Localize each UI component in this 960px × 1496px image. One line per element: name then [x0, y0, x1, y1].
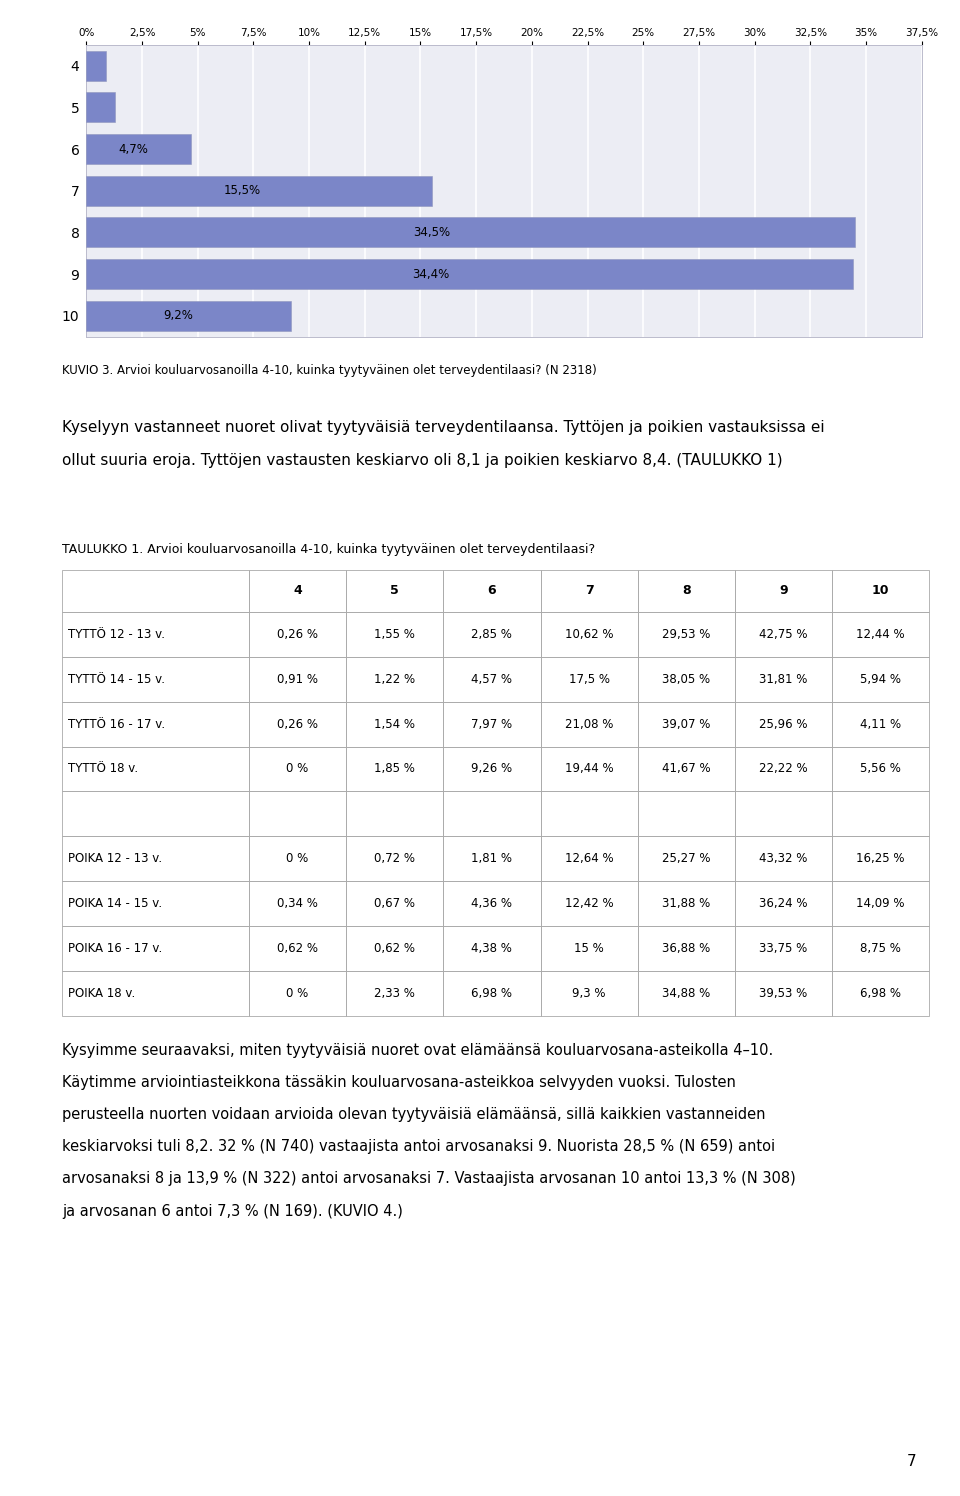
Bar [86, 217, 854, 247]
Text: TYTTÖ 18 v.: TYTTÖ 18 v. [68, 763, 138, 775]
Text: keskiarvoksi tuli 8,2. 32 % (N 740) vastaajista antoi arvosanaksi 9. Nuorista 28: keskiarvoksi tuli 8,2. 32 % (N 740) vast… [62, 1140, 776, 1155]
Text: 0 %: 0 % [286, 987, 309, 999]
Text: 2,85 %: 2,85 % [471, 628, 513, 640]
Text: 34,88 %: 34,88 % [662, 987, 710, 999]
Text: 0,34 %: 0,34 % [277, 898, 318, 910]
Text: Kyselyyn vastanneet nuoret olivat tyytyväisiä terveydentilaansa. Tyttöjen ja poi: Kyselyyn vastanneet nuoret olivat tyytyv… [62, 420, 825, 435]
Text: 21,08 %: 21,08 % [564, 718, 613, 730]
Text: 1,81 %: 1,81 % [471, 853, 513, 865]
Text: 9: 9 [780, 585, 788, 597]
Text: 38,05 %: 38,05 % [662, 673, 710, 685]
Text: 0 %: 0 % [286, 763, 309, 775]
Text: 7: 7 [585, 585, 593, 597]
Text: 5,94 %: 5,94 % [860, 673, 901, 685]
Text: 43,32 %: 43,32 % [759, 853, 807, 865]
Text: 36,88 %: 36,88 % [662, 942, 710, 954]
Bar [86, 135, 191, 165]
Text: 5: 5 [391, 585, 399, 597]
Text: 31,88 %: 31,88 % [662, 898, 710, 910]
Text: Kysyimme seuraavaksi, miten tyytyväisiä nuoret ovat elämäänsä kouluarvosana-aste: Kysyimme seuraavaksi, miten tyytyväisiä … [62, 1043, 774, 1058]
Text: 2,33 %: 2,33 % [374, 987, 415, 999]
Text: TAULUKKO 1. Arvioi kouluarvosanoilla 4-10, kuinka tyytyväinen olet terveydentila: TAULUKKO 1. Arvioi kouluarvosanoilla 4-1… [62, 543, 595, 557]
Text: TYTTÖ 14 - 15 v.: TYTTÖ 14 - 15 v. [68, 673, 165, 685]
Text: 12,42 %: 12,42 % [564, 898, 613, 910]
Bar [86, 259, 852, 289]
Text: 16,25 %: 16,25 % [856, 853, 905, 865]
Text: 8: 8 [682, 585, 690, 597]
Text: 0,62 %: 0,62 % [374, 942, 416, 954]
Text: 12,64 %: 12,64 % [564, 853, 613, 865]
Text: ja arvosanan 6 antoi 7,3 % (N 169). (KUVIO 4.): ja arvosanan 6 antoi 7,3 % (N 169). (KUV… [62, 1204, 403, 1219]
Text: 19,44 %: 19,44 % [564, 763, 613, 775]
Text: 4,57 %: 4,57 % [471, 673, 513, 685]
Text: TYTTÖ 16 - 17 v.: TYTTÖ 16 - 17 v. [68, 718, 165, 730]
Text: 33,75 %: 33,75 % [759, 942, 807, 954]
Text: 1,22 %: 1,22 % [374, 673, 416, 685]
Text: 39,07 %: 39,07 % [662, 718, 710, 730]
Text: 8,75 %: 8,75 % [860, 942, 901, 954]
Text: 17,5 %: 17,5 % [568, 673, 610, 685]
Text: 15 %: 15 % [574, 942, 604, 954]
Text: arvosanaksi 8 ja 13,9 % (N 322) antoi arvosanaksi 7. Vastaajista arvosanan 10 an: arvosanaksi 8 ja 13,9 % (N 322) antoi ar… [62, 1171, 796, 1186]
Bar [86, 51, 107, 81]
Text: 34,4%: 34,4% [413, 268, 450, 281]
Text: 14,09 %: 14,09 % [856, 898, 905, 910]
Text: 4,38 %: 4,38 % [471, 942, 513, 954]
Text: 34,5%: 34,5% [414, 226, 451, 239]
Text: POIKA 14 - 15 v.: POIKA 14 - 15 v. [68, 898, 162, 910]
Text: 25,96 %: 25,96 % [759, 718, 807, 730]
Text: 0 %: 0 % [286, 853, 309, 865]
Text: 1,54 %: 1,54 % [374, 718, 416, 730]
Text: 25,27 %: 25,27 % [662, 853, 710, 865]
Text: 0,91 %: 0,91 % [277, 673, 318, 685]
Text: TYTTÖ 12 - 13 v.: TYTTÖ 12 - 13 v. [68, 628, 165, 640]
Text: POIKA 12 - 13 v.: POIKA 12 - 13 v. [68, 853, 162, 865]
Text: 12,44 %: 12,44 % [856, 628, 905, 640]
Text: KUVIO 3. Arvioi kouluarvosanoilla 4-10, kuinka tyytyväinen olet terveydentilaasi: KUVIO 3. Arvioi kouluarvosanoilla 4-10, … [62, 364, 597, 377]
Text: 1,85 %: 1,85 % [374, 763, 415, 775]
Text: 0,26 %: 0,26 % [277, 628, 318, 640]
Text: 9,26 %: 9,26 % [471, 763, 513, 775]
Text: 9,2%: 9,2% [163, 310, 194, 322]
Text: 22,22 %: 22,22 % [759, 763, 807, 775]
Text: 6,98 %: 6,98 % [471, 987, 513, 999]
Bar [86, 301, 291, 331]
Text: 10: 10 [872, 585, 889, 597]
Text: 0,67 %: 0,67 % [374, 898, 416, 910]
Text: POIKA 16 - 17 v.: POIKA 16 - 17 v. [68, 942, 162, 954]
Text: 4,36 %: 4,36 % [471, 898, 513, 910]
Text: 4,7%: 4,7% [119, 142, 149, 156]
Text: POIKA 18 v.: POIKA 18 v. [68, 987, 135, 999]
Text: 5,56 %: 5,56 % [860, 763, 901, 775]
Text: 0,62 %: 0,62 % [277, 942, 318, 954]
Text: 7,97 %: 7,97 % [471, 718, 513, 730]
Text: 39,53 %: 39,53 % [759, 987, 807, 999]
Bar [86, 93, 115, 123]
Text: 4,11 %: 4,11 % [860, 718, 901, 730]
Bar [86, 175, 432, 206]
Text: 31,81 %: 31,81 % [759, 673, 807, 685]
Text: 42,75 %: 42,75 % [759, 628, 807, 640]
Text: 6: 6 [488, 585, 496, 597]
Text: 41,67 %: 41,67 % [662, 763, 710, 775]
Text: 9,3 %: 9,3 % [572, 987, 606, 999]
Text: 36,24 %: 36,24 % [759, 898, 807, 910]
Text: 7: 7 [907, 1454, 917, 1469]
Text: perusteella nuorten voidaan arvioida olevan tyytyväisiä elämäänsä, sillä kaikkie: perusteella nuorten voidaan arvioida ole… [62, 1107, 766, 1122]
Text: 1,55 %: 1,55 % [374, 628, 415, 640]
Text: 4: 4 [293, 585, 302, 597]
Text: 29,53 %: 29,53 % [662, 628, 710, 640]
Text: 15,5%: 15,5% [223, 184, 260, 197]
Text: 0,72 %: 0,72 % [374, 853, 416, 865]
Text: 6,98 %: 6,98 % [860, 987, 901, 999]
Text: 10,62 %: 10,62 % [564, 628, 613, 640]
Text: ollut suuria eroja. Tyttöjen vastausten keskiarvo oli 8,1 ja poikien keskiarvo 8: ollut suuria eroja. Tyttöjen vastausten … [62, 453, 783, 468]
Text: 0,26 %: 0,26 % [277, 718, 318, 730]
Text: Käytimme arviointiasteikkona tässäkin kouluarvosana-asteikkoa selvyyden vuoksi. : Käytimme arviointiasteikkona tässäkin ko… [62, 1076, 736, 1091]
